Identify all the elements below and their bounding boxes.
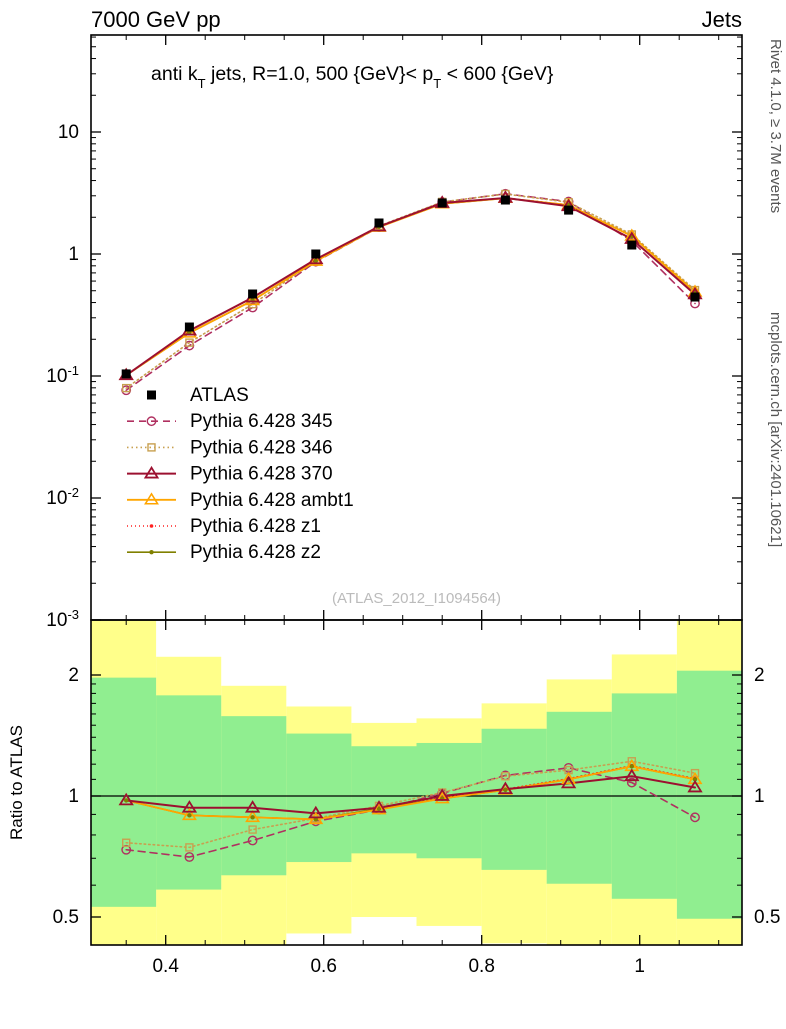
svg-text:Pythia 6.428 346: Pythia 6.428 346 [190, 437, 333, 458]
svg-text:0.5: 0.5 [754, 907, 780, 928]
svg-text:2: 2 [68, 665, 79, 686]
svg-text:Ratio to ATLAS: Ratio to ATLAS [7, 725, 26, 840]
svg-text:Rivet 4.1.0, ≥ 3.7M events: Rivet 4.1.0, ≥ 3.7M events [767, 39, 784, 213]
svg-text:Pythia 6.428 z1: Pythia 6.428 z1 [190, 516, 321, 537]
svg-text:ATLAS: ATLAS [190, 385, 249, 406]
svg-text:0.4: 0.4 [152, 956, 179, 977]
svg-text:Pythia 6.428 z2: Pythia 6.428 z2 [190, 542, 321, 563]
svg-text:2: 2 [754, 665, 765, 686]
svg-text:1: 1 [634, 956, 645, 977]
svg-text:Pythia 6.428 345: Pythia 6.428 345 [190, 411, 333, 432]
svg-text:7000 GeV pp: 7000 GeV pp [91, 7, 221, 32]
svg-text:(ATLAS_2012_I1094564): (ATLAS_2012_I1094564) [332, 590, 501, 607]
svg-text:0.8: 0.8 [468, 956, 494, 977]
svg-text:0.6: 0.6 [310, 956, 336, 977]
svg-text:mcplots.cern.ch [arXiv:2401.10: mcplots.cern.ch [arXiv:2401.10621] [767, 312, 784, 547]
svg-text:0.5: 0.5 [53, 907, 79, 928]
svg-text:1: 1 [68, 786, 79, 807]
svg-text:1: 1 [754, 786, 765, 807]
svg-text:Jets: Jets [702, 7, 742, 32]
svg-text:Pythia 6.428 370: Pythia 6.428 370 [190, 464, 333, 485]
svg-text:10: 10 [58, 122, 79, 143]
svg-text:Pythia 6.428 ambt1: Pythia 6.428 ambt1 [190, 490, 354, 511]
svg-text:1: 1 [68, 244, 79, 265]
